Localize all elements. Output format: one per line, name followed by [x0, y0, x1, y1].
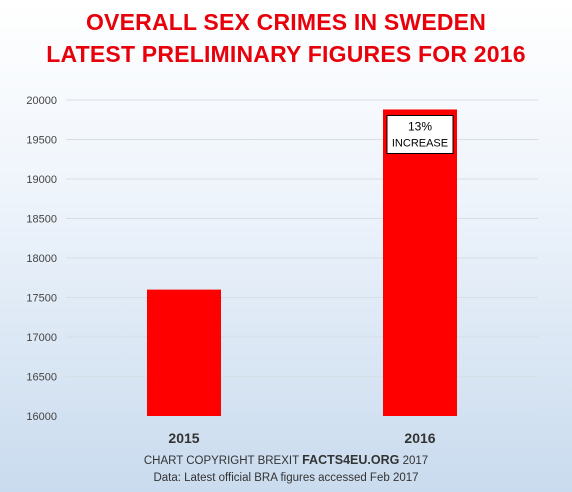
annotation-percent: 13% [408, 119, 432, 133]
x-tick-label: 2015 [168, 430, 199, 446]
x-tick-label: 2016 [404, 430, 435, 446]
y-tick-label: 17000 [26, 332, 57, 344]
y-tick-label: 19000 [26, 174, 57, 186]
chart-subtitle: LATEST PRELIMINARY FIGURES FOR 2016 [46, 41, 526, 67]
y-tick-label: 18000 [26, 253, 57, 265]
y-axis-ticks: 16000 16500 17000 17500 18000 18500 19000 19500… [26, 95, 57, 423]
copyright-brand: FACTS4EU.ORG [302, 453, 400, 467]
y-tick-label: 16500 [26, 372, 57, 384]
copyright-note: CHART COPYRIGHT BREXIT FACTS4EU.ORG 2017 [0, 453, 572, 467]
bar [383, 109, 457, 416]
bar [147, 289, 221, 416]
y-tick-label: 19500 [26, 135, 57, 147]
annotation-box [386, 114, 454, 154]
copyright-year: 2017 [402, 455, 429, 467]
annotation-label: INCREASE [392, 137, 448, 149]
y-tick-label: 20000 [26, 95, 57, 107]
chart-title: OVERALL SEX CRIMES IN SWEDEN [85, 9, 487, 35]
annotation: 13% INCREASE [386, 114, 454, 154]
y-tick-label: 17500 [26, 293, 57, 305]
bars [147, 109, 457, 416]
y-tick-label: 18500 [26, 214, 57, 226]
source-note: Data: Latest official BRA figures access… [153, 472, 419, 484]
x-axis-ticks: 2015 2016 [168, 430, 435, 446]
y-tick-label: 16000 [26, 411, 57, 423]
grid-lines [66, 99, 538, 417]
copyright-prefix: CHART COPYRIGHT BREXIT [143, 455, 299, 467]
